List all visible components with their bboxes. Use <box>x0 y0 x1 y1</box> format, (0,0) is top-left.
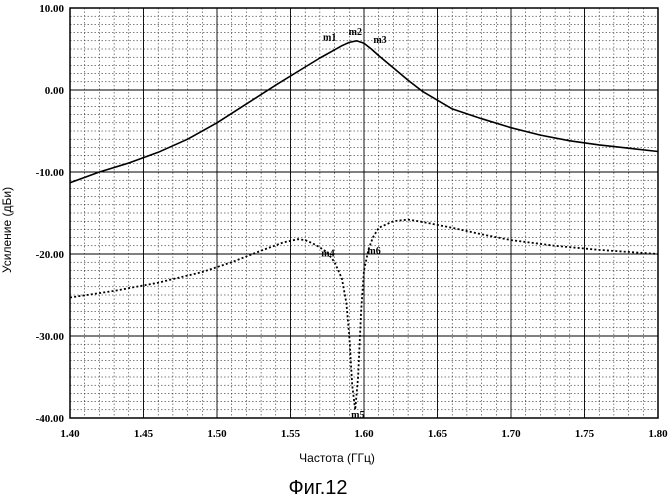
x-tick-label: 1.75 <box>575 428 595 440</box>
x-axis-label: Частота (ГГц) <box>299 451 375 465</box>
x-tick-label: 1.70 <box>501 428 521 440</box>
x-tick-label: 1.65 <box>428 428 448 440</box>
y-tick-label: -40.00 <box>36 413 65 425</box>
x-tick-labels: 1.40 1.45 1.50 1.55 1.60 1.65 1.70 1.75 1.80 <box>60 428 668 440</box>
y-tick-label: 10.00 <box>39 3 64 15</box>
marker-label-m2: m2 <box>349 27 362 38</box>
y-axis-label: Усиление (дБи) <box>0 187 14 273</box>
marker-label-m6: m6 <box>367 246 380 257</box>
x-tick-label: 1.45 <box>134 428 154 440</box>
y-tick-labels: 10.00 0.00 -10.00 -20.00 -30.00 -40.00 <box>36 3 65 425</box>
y-tick-label: -10.00 <box>36 167 65 179</box>
marker-layer: m1 m2 m3 m4 m5 m6 <box>321 27 386 421</box>
y-tick-label: -20.00 <box>36 249 65 261</box>
x-tick-label: 1.40 <box>60 428 80 440</box>
marker-label-m5: m5 <box>351 410 364 421</box>
marker-label-m3: m3 <box>373 35 386 46</box>
x-tick-label: 1.80 <box>648 428 668 440</box>
y-tick-label: 0.00 <box>45 85 65 97</box>
x-tick-label: 1.60 <box>354 428 374 440</box>
y-tick-label: -30.00 <box>36 331 65 343</box>
marker-label-m1: m1 <box>323 33 336 44</box>
x-tick-label: 1.55 <box>281 428 301 440</box>
figure-caption: Фиг.12 <box>288 477 347 499</box>
gain-chart: m1 m2 m3 m4 m5 m6 1.40 1.45 1.50 1.55 1.60 1.65 1.7… <box>0 0 670 500</box>
x-tick-label: 1.50 <box>207 428 227 440</box>
marker-label-m4: m4 <box>321 248 334 259</box>
